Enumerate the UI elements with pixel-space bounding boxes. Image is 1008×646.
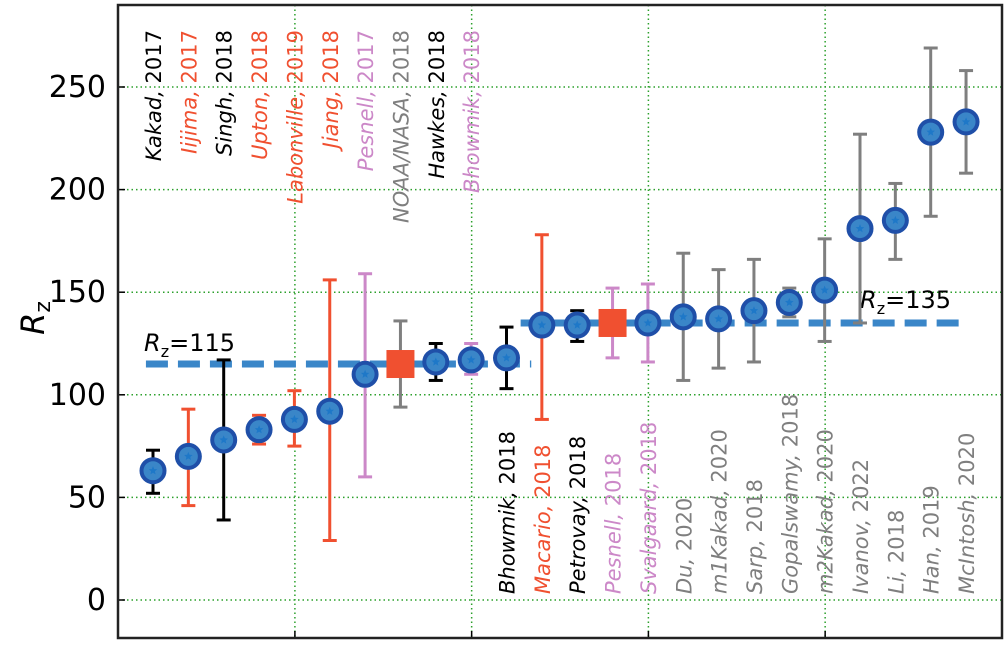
- circle-marker: [280, 405, 308, 433]
- star-icon: [502, 353, 511, 362]
- circle-marker: [846, 215, 874, 243]
- paper-label: Li, 2018: [884, 510, 908, 594]
- axes-frame: [116, 3, 1004, 640]
- paper-label: Gopalswamy, 2018: [778, 394, 802, 594]
- star-icon: [184, 451, 193, 460]
- star-icon: [290, 414, 299, 424]
- circle-marker: [457, 346, 485, 374]
- circle-marker: [351, 360, 379, 388]
- circle-marker: [139, 457, 167, 485]
- star-icon: [431, 357, 441, 366]
- y-tick-label: 100: [49, 378, 106, 413]
- paper-label: Petrovay, 2018: [566, 436, 590, 594]
- circle-marker: [740, 297, 768, 325]
- star-icon: [855, 224, 865, 233]
- star-icon: [785, 298, 794, 307]
- y-tick-label: 250: [49, 70, 106, 105]
- star-icon: [572, 320, 582, 329]
- circle-marker: [775, 288, 803, 316]
- circle-marker: [316, 397, 344, 425]
- paper-label: Labonville, 2019: [283, 30, 307, 204]
- paper-label: Jiang, 2018: [319, 30, 343, 152]
- star-icon: [254, 425, 264, 434]
- circle-marker: [245, 416, 273, 444]
- circle-marker: [563, 311, 591, 339]
- paper-label: Iijima, 2017: [177, 30, 201, 154]
- paper-label: Sarp, 2018: [743, 479, 767, 594]
- star-icon: [219, 435, 228, 444]
- star-icon: [961, 117, 971, 126]
- star-icon: [360, 369, 370, 378]
- star-icon: [643, 318, 653, 327]
- paper-label: m2Kakad, 2020: [814, 429, 838, 594]
- paper-label: Du, 2020: [672, 498, 696, 594]
- paper-label: Han, 2019: [920, 485, 944, 594]
- paper-label: Pesnell, 2017: [354, 30, 378, 171]
- paper-label: Svalgaard, 2018: [637, 422, 661, 594]
- circle-marker: [952, 108, 980, 136]
- paper-label: McIntosh, 2020: [955, 433, 979, 594]
- paper-label: Singh, 2018: [213, 30, 237, 156]
- star-icon: [820, 285, 829, 294]
- circle-marker: [705, 305, 733, 333]
- star-icon: [714, 314, 723, 323]
- circle-marker: [422, 348, 450, 376]
- circle-marker: [917, 118, 945, 146]
- reference-line-label: Rz=135: [860, 286, 951, 318]
- paper-label: Ivanov, 2022: [849, 459, 873, 594]
- square-marker: [386, 350, 415, 379]
- star-icon: [325, 406, 334, 415]
- paper-label: Hawkes, 2018: [425, 30, 449, 179]
- circle-marker: [634, 309, 662, 337]
- paper-label: NOAA/NASA, 2018: [389, 30, 413, 223]
- star-icon: [148, 466, 158, 475]
- axes: 0 50 100 150 200 250: [49, 3, 1004, 640]
- paper-label: Kakad, 2017: [142, 30, 166, 161]
- circle-marker: [669, 303, 697, 331]
- circle-marker: [528, 311, 556, 339]
- star-icon: [466, 355, 476, 364]
- paper-label: Pesnell, 2018: [602, 453, 626, 594]
- paper-label: Bhowmik, 2018: [460, 30, 484, 193]
- y-tick-label: 0: [87, 583, 106, 618]
- y-tick-label: 150: [49, 275, 106, 310]
- circle-marker: [174, 442, 202, 470]
- star-icon: [679, 312, 688, 321]
- circle-marker: [811, 276, 839, 304]
- y-axis-label: Rz: [14, 301, 56, 335]
- circle-marker: [881, 206, 909, 234]
- star-icon: [891, 215, 900, 224]
- y-tick-label: 50: [68, 480, 106, 515]
- star-icon: [926, 127, 935, 136]
- markers: [139, 108, 980, 485]
- square-marker: [598, 308, 627, 337]
- paper-label: Bhowmik, 2018: [496, 431, 520, 594]
- paper-labels: Kakad, 2017 Iijima, 2017 Singh, 2018 Upton,…: [142, 30, 979, 594]
- y-tick-label: 200: [49, 173, 106, 208]
- reference-line-label: Rz=115: [144, 329, 235, 361]
- y-axis-label-subscript: z: [31, 301, 56, 313]
- paper-label: Macario, 2018: [531, 444, 555, 594]
- star-icon: [749, 306, 759, 315]
- paper-label: Upton, 2018: [248, 30, 272, 160]
- paper-label: m1Kakad, 2020: [708, 429, 732, 594]
- star-icon: [537, 320, 547, 329]
- circle-marker: [493, 344, 520, 372]
- circle-marker: [210, 426, 238, 454]
